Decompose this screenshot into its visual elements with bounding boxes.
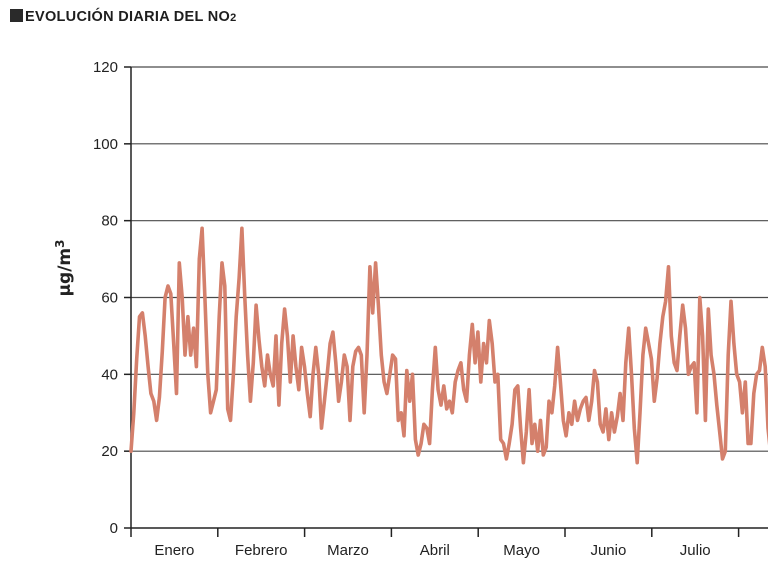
- y-tick-label: 40: [101, 366, 118, 383]
- x-tick-label-abril: Abril: [420, 542, 450, 559]
- y-tick-label: 120: [93, 59, 118, 76]
- y-tick-label: 60: [101, 290, 118, 307]
- chart-gridlines: [131, 66, 768, 452]
- y-tick-label: 0: [110, 520, 118, 537]
- y-tick-label: 100: [93, 136, 118, 153]
- x-axis-ticks: EneroFebreroMarzoAbrilMayoJunioJulioAgo: [130, 527, 768, 559]
- chart-title-text: EVOLUCIÓN DIARIA DEL NO: [25, 9, 231, 25]
- y-tick-label: 20: [101, 443, 118, 460]
- x-tick-label-marzo: Marzo: [327, 542, 369, 559]
- x-tick-label-junio: Junio: [590, 542, 626, 559]
- x-tick-label-mayo: Mayo: [503, 542, 540, 559]
- y-axis-label-text: μg/m: [55, 248, 75, 297]
- title-square-icon: [10, 9, 23, 22]
- y-tick-label: 80: [101, 213, 118, 230]
- chart-title-subscript: 2: [230, 12, 237, 24]
- series-line-no2: [129, 226, 768, 465]
- x-tick-label-julio: Julio: [680, 542, 711, 559]
- x-tick-label-enero: Enero: [154, 542, 194, 559]
- x-tick-label-febrero: Febrero: [235, 542, 288, 559]
- chart-series: [129, 226, 768, 465]
- y-axis-ticks: 0 20 40 60 80 100 120: [93, 59, 132, 537]
- y-axis-label: μg/m3: [53, 240, 75, 297]
- chart-title: EVOLUCIÓN DIARIA DEL NO2: [10, 9, 237, 25]
- y-axis-label-superscript: 3: [53, 240, 67, 248]
